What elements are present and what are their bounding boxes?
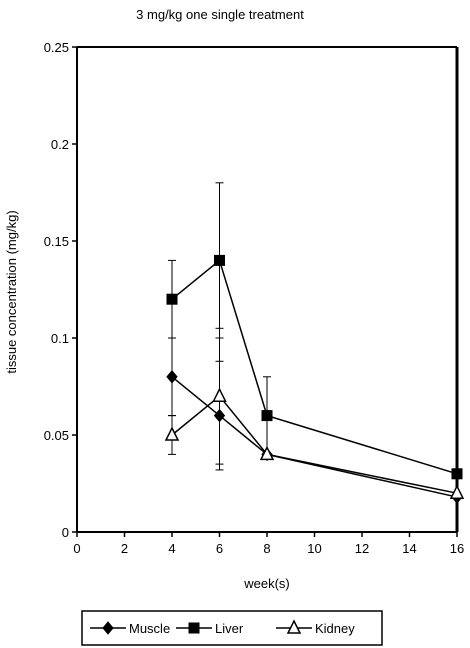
legend-label: Muscle bbox=[129, 621, 170, 636]
x-tick-label: 12 bbox=[355, 541, 369, 556]
series-line-muscle bbox=[171, 376, 458, 498]
marker-kidney bbox=[212, 387, 227, 402]
legend-label: Kidney bbox=[315, 621, 355, 636]
marker-kidney bbox=[164, 426, 180, 441]
legend-label: Liver bbox=[215, 621, 244, 636]
marker-kidney bbox=[259, 445, 275, 461]
series-layer bbox=[164, 182, 465, 504]
y-tick-label: 0.1 bbox=[51, 331, 69, 346]
series-line-liver bbox=[171, 259, 458, 475]
marker-legend-kidney bbox=[286, 619, 302, 634]
x-tick-label: 8 bbox=[263, 541, 270, 556]
x-tick-label: 6 bbox=[216, 541, 223, 556]
chart-title: 3 mg/kg one single treatment bbox=[136, 7, 304, 22]
legend: Muscle Liver Kidney bbox=[81, 610, 383, 646]
marker-kidney bbox=[449, 484, 465, 499]
marker-liver bbox=[261, 410, 273, 422]
series-liver bbox=[166, 182, 463, 480]
x-tick-label: 0 bbox=[73, 541, 80, 556]
marker-liver bbox=[214, 254, 225, 266]
series-kidney bbox=[164, 327, 465, 499]
x-tick-label: 4 bbox=[168, 541, 175, 556]
y-tick-label: 0.2 bbox=[51, 137, 69, 152]
x-tick-label: 14 bbox=[402, 541, 416, 556]
x-axis: 0 2 4 6 8 10 12 14 16 bbox=[73, 532, 464, 556]
legend-item-liver: Liver bbox=[176, 621, 244, 636]
marker-liver bbox=[451, 468, 463, 480]
x-tick-label: 10 bbox=[307, 541, 321, 556]
marker-liver bbox=[166, 293, 178, 305]
x-tick-label: 16 bbox=[450, 541, 464, 556]
legend-item-muscle: Muscle bbox=[90, 621, 170, 636]
marker-legend-liver bbox=[188, 622, 200, 634]
y-axis: 0 0.05 0.1 0.15 0.2 0.25 bbox=[44, 40, 77, 540]
x-axis-title: week(s) bbox=[243, 576, 290, 591]
y-tick-label: 0.05 bbox=[44, 428, 69, 443]
y-tick-label: 0.15 bbox=[44, 234, 69, 249]
legend-box bbox=[81, 610, 383, 646]
x-tick-label: 2 bbox=[121, 541, 128, 556]
y-axis-title: tissue concentration (mg/kg) bbox=[4, 210, 19, 373]
y-tick-label: 0 bbox=[62, 525, 69, 540]
marker-legend-muscle bbox=[102, 621, 114, 635]
y-tick-label: 0.25 bbox=[44, 40, 69, 55]
marker-muscle bbox=[166, 370, 178, 384]
legend-item-kidney: Kidney bbox=[276, 619, 355, 636]
series-line-kidney bbox=[171, 395, 458, 494]
